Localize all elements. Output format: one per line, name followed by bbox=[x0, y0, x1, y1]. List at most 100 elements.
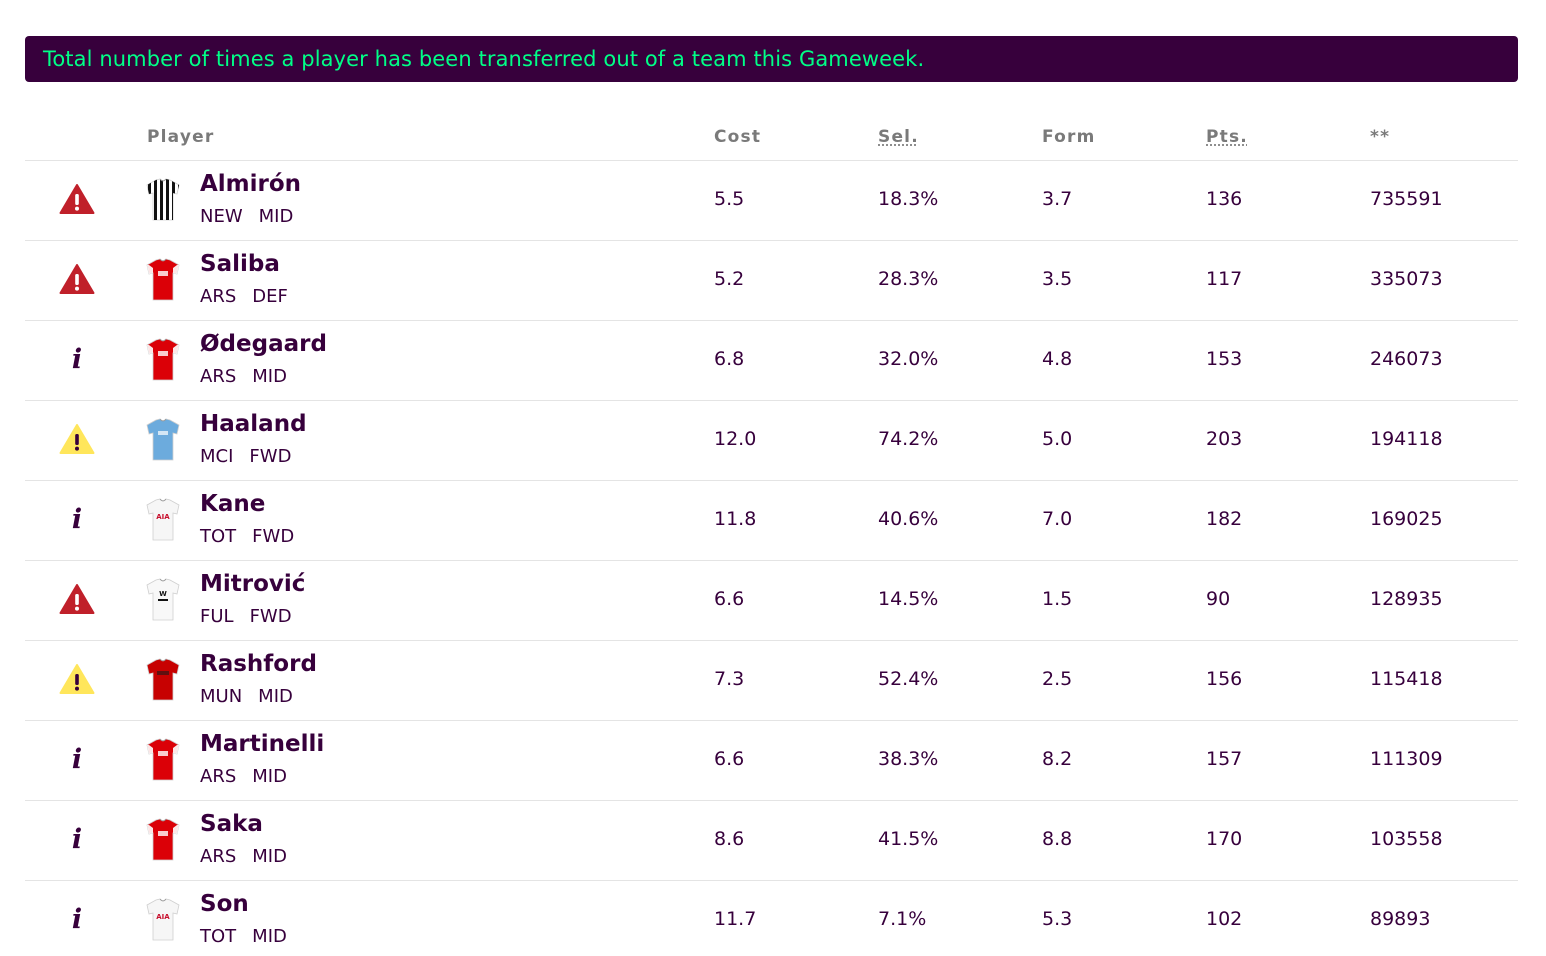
header-selected[interactable]: Sel. bbox=[878, 127, 919, 147]
info-icon[interactable]: i bbox=[71, 823, 83, 855]
player-selected: 18.3% bbox=[878, 188, 939, 210]
svg-text:AIA: AIA bbox=[156, 513, 170, 521]
player-name[interactable]: Almirón bbox=[200, 171, 302, 197]
player-name[interactable]: Haaland bbox=[200, 411, 307, 437]
player-selected: 32.0% bbox=[878, 348, 939, 370]
info-banner: Total number of times a player has been … bbox=[25, 36, 1518, 82]
info-icon[interactable]: i bbox=[71, 343, 83, 375]
header-form[interactable]: Form bbox=[1042, 127, 1096, 147]
player-meta: ARS MID bbox=[200, 766, 287, 787]
player-points: 136 bbox=[1206, 188, 1243, 210]
player-transfers-out: 246073 bbox=[1370, 348, 1443, 370]
player-form: 3.7 bbox=[1042, 188, 1073, 210]
banner-text: Total number of times a player has been … bbox=[43, 47, 925, 71]
team-shirt-icon bbox=[145, 337, 181, 383]
player-points: 90 bbox=[1206, 588, 1231, 610]
player-selected: 38.3% bbox=[878, 748, 939, 770]
player-name[interactable]: Kane bbox=[200, 491, 266, 517]
player-position: FWD bbox=[249, 606, 292, 627]
team-shirt-icon bbox=[145, 417, 181, 463]
player-points: 182 bbox=[1206, 508, 1243, 530]
player-form: 8.2 bbox=[1042, 748, 1073, 770]
player-meta: ARS DEF bbox=[200, 286, 288, 307]
team-shirt-icon bbox=[145, 177, 181, 223]
player-cost: 12.0 bbox=[714, 428, 757, 450]
info-icon[interactable]: i bbox=[71, 743, 83, 775]
warning-red-icon[interactable] bbox=[59, 261, 95, 297]
player-form: 8.8 bbox=[1042, 828, 1073, 850]
player-cost: 6.8 bbox=[714, 348, 745, 370]
player-points: 156 bbox=[1206, 668, 1243, 690]
table-row[interactable]: i AIA Kane TOT FWD 11.8 40.6% 7.0 182 169025 bbox=[25, 481, 1518, 561]
player-points: 157 bbox=[1206, 748, 1243, 770]
player-name[interactable]: Ødegaard bbox=[200, 331, 327, 357]
player-team: MUN bbox=[200, 686, 243, 707]
player-form: 5.3 bbox=[1042, 908, 1073, 930]
table-row[interactable]: W Mitrović FUL FWD 6.6 14.5% 1.5 90 128935 bbox=[25, 561, 1518, 641]
player-team: NEW bbox=[200, 206, 243, 227]
player-form: 5.0 bbox=[1042, 428, 1073, 450]
player-meta: TOT FWD bbox=[200, 526, 294, 547]
player-points: 170 bbox=[1206, 828, 1243, 850]
player-name[interactable]: Saliba bbox=[200, 251, 280, 277]
player-team: TOT bbox=[200, 526, 237, 547]
warning-red-icon[interactable] bbox=[59, 181, 95, 217]
warning-yellow-icon[interactable] bbox=[59, 421, 95, 457]
player-cost: 5.5 bbox=[714, 188, 745, 210]
player-points: 117 bbox=[1206, 268, 1243, 290]
player-meta: FUL FWD bbox=[200, 606, 292, 627]
player-selected: 14.5% bbox=[878, 588, 939, 610]
table-body: Almirón NEW MID 5.5 18.3% 3.7 136 735591 Saliba A… bbox=[25, 161, 1518, 956]
table-row[interactable]: Rashford MUN MID 7.3 52.4% 2.5 156 115418 bbox=[25, 641, 1518, 721]
header-points[interactable]: Pts. bbox=[1206, 127, 1248, 147]
player-position: MID bbox=[252, 846, 287, 867]
player-position: MID bbox=[258, 206, 294, 227]
team-shirt-icon: W bbox=[145, 577, 181, 623]
player-position: MID bbox=[252, 766, 287, 787]
header-transfers-out[interactable]: ** bbox=[1370, 127, 1391, 147]
player-transfers-out: 89893 bbox=[1370, 908, 1431, 930]
table-row[interactable]: Almirón NEW MID 5.5 18.3% 3.7 136 735591 bbox=[25, 161, 1518, 241]
player-team: ARS bbox=[200, 286, 237, 307]
warning-red-icon[interactable] bbox=[59, 581, 95, 617]
player-cost: 11.8 bbox=[714, 508, 757, 530]
player-name[interactable]: Martinelli bbox=[200, 731, 325, 757]
player-meta: MCI FWD bbox=[200, 446, 291, 467]
table-row[interactable]: i Martinelli ARS MID 6.6 38.3% 8.2 157 111309 bbox=[25, 721, 1518, 801]
player-meta: ARS MID bbox=[200, 366, 287, 387]
player-meta: MUN MID bbox=[200, 686, 293, 707]
table-row[interactable]: i AIA Son TOT MID 11.7 7.1% 5.3 102 89893 bbox=[25, 881, 1518, 956]
player-name[interactable]: Mitrović bbox=[200, 571, 306, 597]
table-row[interactable]: i Saka ARS MID 8.6 41.5% 8.8 170 103558 bbox=[25, 801, 1518, 881]
player-position: MID bbox=[258, 686, 293, 707]
info-icon[interactable]: i bbox=[71, 903, 83, 935]
player-meta: ARS MID bbox=[200, 846, 287, 867]
player-meta: TOT MID bbox=[200, 926, 287, 947]
svg-text:W: W bbox=[159, 590, 167, 598]
player-form: 4.8 bbox=[1042, 348, 1073, 370]
table-header: Player Cost Sel. Form Pts. ** bbox=[25, 118, 1518, 161]
player-selected: 74.2% bbox=[878, 428, 939, 450]
player-position: FWD bbox=[252, 526, 295, 547]
player-name[interactable]: Son bbox=[200, 891, 249, 917]
player-cost: 6.6 bbox=[714, 588, 745, 610]
team-shirt-icon bbox=[145, 657, 181, 703]
info-icon[interactable]: i bbox=[71, 503, 83, 535]
player-cost: 11.7 bbox=[714, 908, 757, 930]
player-cost: 8.6 bbox=[714, 828, 745, 850]
player-form: 2.5 bbox=[1042, 668, 1073, 690]
player-name[interactable]: Saka bbox=[200, 811, 263, 837]
player-cost: 5.2 bbox=[714, 268, 745, 290]
table-row[interactable]: Haaland MCI FWD 12.0 74.2% 5.0 203 194118 bbox=[25, 401, 1518, 481]
header-cost[interactable]: Cost bbox=[714, 127, 762, 147]
table-row[interactable]: Saliba ARS DEF 5.2 28.3% 3.5 117 335073 bbox=[25, 241, 1518, 321]
player-cost: 6.6 bbox=[714, 748, 745, 770]
player-transfers-out: 111309 bbox=[1370, 748, 1443, 770]
player-meta: NEW MID bbox=[200, 206, 293, 227]
player-transfers-out: 335073 bbox=[1370, 268, 1443, 290]
table-row[interactable]: i Ødegaard ARS MID 6.8 32.0% 4.8 153 246073 bbox=[25, 321, 1518, 401]
warning-yellow-icon[interactable] bbox=[59, 661, 95, 697]
player-team: ARS bbox=[200, 366, 237, 387]
player-selected: 41.5% bbox=[878, 828, 939, 850]
player-name[interactable]: Rashford bbox=[200, 651, 317, 677]
